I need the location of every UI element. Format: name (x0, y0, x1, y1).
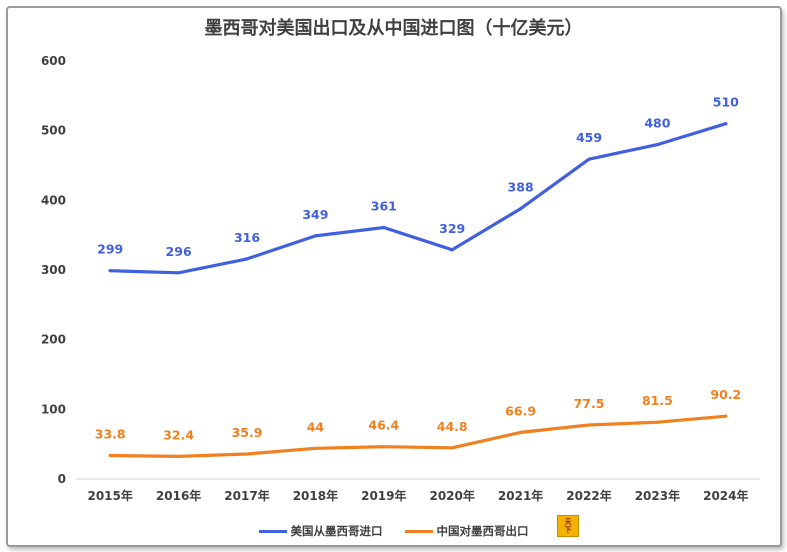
y-tick-label: 600 (41, 54, 66, 68)
data-point (108, 269, 112, 273)
legend-item-china-exports: 中国对墨西哥出口 (404, 523, 529, 539)
data-point (450, 446, 454, 450)
y-tick-label: 0 (58, 472, 66, 486)
y-tick-label: 500 (41, 124, 66, 138)
logo-char-1: 天 (564, 518, 572, 526)
legend-swatch-us-imports (258, 529, 287, 533)
y-tick-label: 400 (41, 193, 66, 207)
data-label: 33.8 (95, 426, 126, 441)
data-point (519, 207, 523, 211)
logo-char-2: 下 (564, 526, 572, 534)
data-point (587, 423, 591, 427)
data-point (724, 414, 728, 418)
data-label: 32.4 (163, 427, 194, 442)
data-point (382, 445, 386, 449)
series-line-1 (108, 122, 728, 275)
data-label: 388 (508, 180, 534, 195)
data-point (177, 454, 181, 459)
data-label: 90.2 (710, 387, 741, 402)
data-point (450, 248, 454, 252)
y-axis: 0 100 200 300 400 500 600 (41, 54, 66, 486)
legend: 美国从墨西哥进口 中国对墨西哥出口 (0, 521, 787, 541)
data-label: 81.5 (642, 393, 673, 408)
data-label: 329 (439, 221, 465, 236)
series-line-2 (108, 414, 728, 458)
data-point (177, 271, 181, 275)
data-point (519, 430, 523, 434)
series-layer (108, 122, 728, 459)
data-label: 316 (234, 230, 260, 245)
data-point (313, 234, 317, 238)
y-tick-label: 100 (41, 402, 66, 416)
y-tick-label: 200 (41, 333, 66, 347)
data-label: 349 (302, 207, 328, 222)
chart-title: 墨西哥对美国出口及从中国进口图（十亿美元） (204, 18, 583, 39)
data-point (245, 257, 249, 261)
x-axis: 2015年 2016年 2017年 2018年 2019年 2020年 2021年 2022年… (76, 478, 760, 503)
x-tick-label: 2022年 (566, 488, 611, 503)
data-label: 296 (166, 244, 192, 259)
data-point (382, 225, 386, 230)
data-point (313, 446, 317, 450)
brand-logo: 天 下 (557, 515, 579, 537)
legend-label-us-imports: 美国从墨西哥进口 (290, 524, 383, 538)
data-point (245, 452, 249, 456)
x-tick-label: 2016年 (156, 488, 201, 503)
x-tick-label: 2020年 (429, 488, 474, 503)
data-label: 44.8 (437, 419, 468, 434)
data-label: 35.9 (232, 425, 263, 440)
data-point (655, 420, 660, 424)
data-point (108, 453, 112, 458)
data-point (587, 157, 591, 161)
data-point (655, 143, 660, 147)
x-tick-label: 2015年 (87, 488, 132, 503)
data-label: 510 (713, 95, 739, 110)
data-label: 361 (371, 199, 397, 214)
data-label: 77.5 (574, 396, 605, 411)
x-tick-label: 2024年 (703, 488, 748, 503)
data-label: 299 (97, 242, 123, 257)
data-labels: 299 296 316 349 361 329 388 459 480 510 33.8 32.4 35… (95, 95, 741, 443)
data-label: 459 (576, 130, 602, 145)
y-tick-label: 300 (41, 263, 66, 277)
data-label: 66.9 (505, 403, 536, 418)
legend-label-china-exports: 中国对墨西哥出口 (436, 524, 529, 538)
data-point (724, 122, 728, 126)
data-label: 44 (307, 419, 325, 434)
data-label: 46.4 (368, 418, 399, 433)
legend-swatch-china-exports (404, 529, 433, 533)
data-label: 480 (644, 116, 670, 131)
legend-item-us-imports: 美国从墨西哥进口 (258, 523, 383, 539)
x-tick-label: 2018年 (293, 488, 338, 503)
x-tick-label: 2017年 (224, 488, 269, 503)
x-tick-label: 2023年 (635, 488, 680, 503)
x-tick-label: 2019年 (361, 488, 406, 503)
x-tick-label: 2021年 (498, 488, 543, 503)
